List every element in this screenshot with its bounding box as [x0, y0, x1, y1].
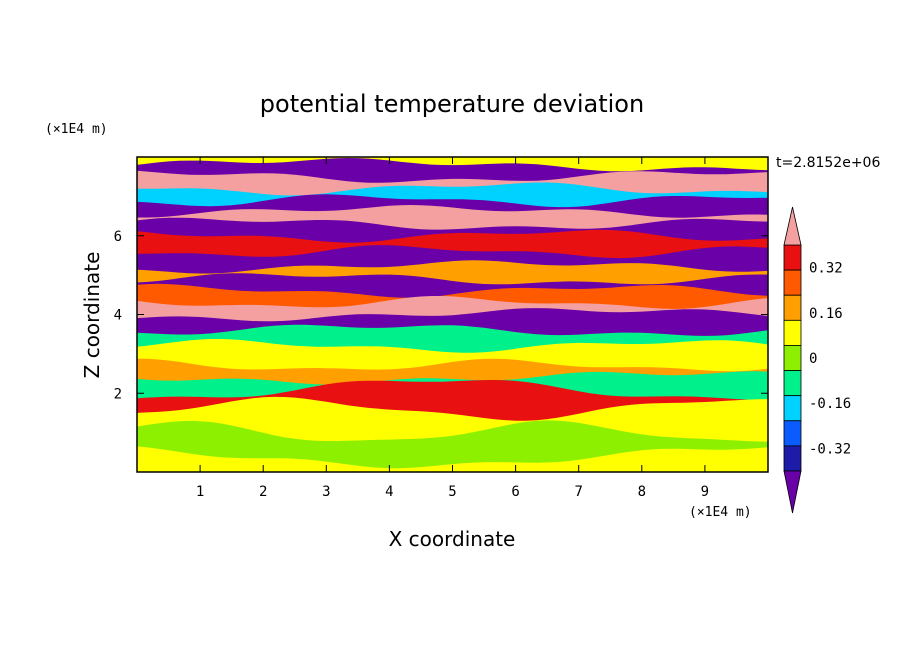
x-tick-label: 7 — [574, 484, 582, 500]
x-axis-ticks: 1 2 3 4 5 6 7 8 9 — [196, 157, 709, 500]
y-axis-unit: (×1E4 m) — [45, 122, 108, 137]
x-tick-label: 6 — [511, 484, 519, 500]
colorbar-segment — [783, 294, 802, 321]
chart-title: potential temperature deviation — [260, 90, 644, 118]
y-tick-label: 6 — [114, 229, 122, 245]
x-axis-unit: (×1E4 m) — [689, 505, 752, 520]
colorbar-segment — [783, 445, 802, 472]
heatmap-field — [137, 157, 768, 472]
colorbar-label: -0.16 — [809, 396, 851, 412]
colorbar-segment — [783, 370, 802, 397]
x-tick-label: 9 — [701, 484, 709, 500]
x-tick-label: 5 — [448, 484, 456, 500]
heatmap-band — [137, 446, 768, 472]
colorbar: 0.32 0.16 0 -0.16 -0.32 — [783, 206, 851, 514]
colorbar-segment — [783, 420, 802, 447]
colorbar-segment — [783, 269, 802, 296]
y-tick-label: 4 — [114, 308, 122, 324]
x-tick-label: 8 — [638, 484, 646, 500]
x-tick-label: 2 — [259, 484, 267, 500]
time-label: t=2.8152e+06 — [776, 155, 880, 171]
colorbar-segment — [783, 244, 802, 271]
colorbar-extend-top — [783, 206, 802, 246]
colorbar-segment — [783, 395, 802, 422]
colorbar-extend-bottom — [783, 470, 802, 514]
y-axis-label: Z coordinate — [80, 252, 104, 379]
y-tick-label: 2 — [114, 386, 122, 402]
colorbar-segment — [783, 319, 802, 346]
x-tick-label: 1 — [196, 484, 204, 500]
x-tick-label: 3 — [322, 484, 330, 500]
y-axis-ticks: 2 4 6 — [114, 229, 768, 402]
colorbar-label: 0 — [809, 351, 817, 367]
colorbar-segment — [783, 345, 802, 371]
x-axis-label: X coordinate — [389, 527, 516, 551]
colorbar-label: 0.16 — [809, 306, 843, 322]
colorbar-label: 0.32 — [809, 261, 843, 277]
colorbar-label: -0.32 — [809, 441, 851, 457]
x-tick-label: 4 — [385, 484, 393, 500]
